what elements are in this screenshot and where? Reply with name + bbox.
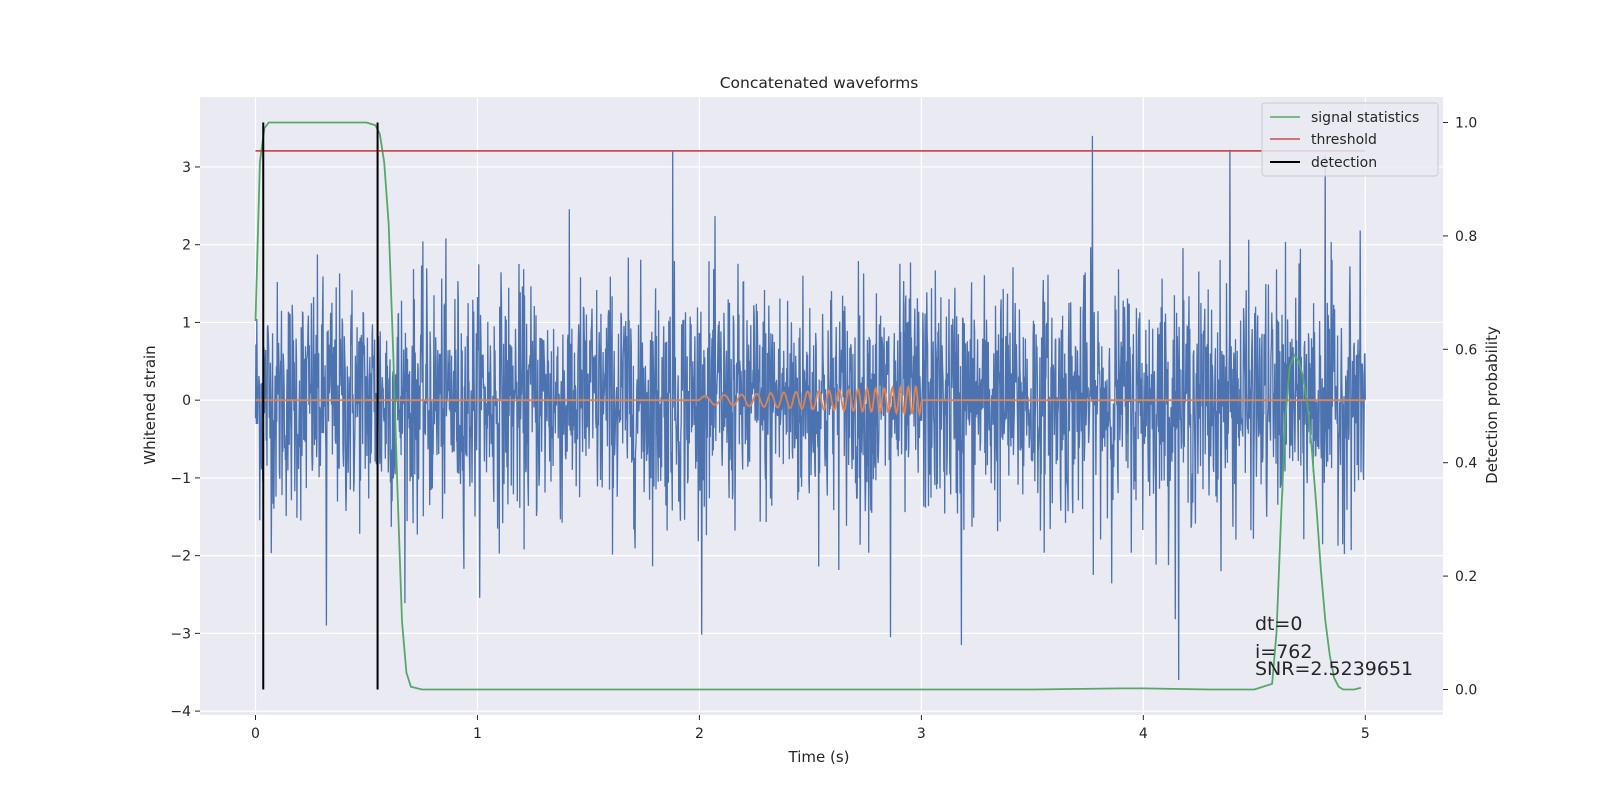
legend-label-signal-statistics: signal statistics: [1311, 110, 1419, 126]
y-tick-label-right-5: 1.0: [1455, 116, 1477, 132]
x-tick-label-2: 2: [695, 726, 704, 742]
signal-statistics-line: [254, 121, 1362, 691]
y-tick-label-right-1: 0.2: [1455, 569, 1477, 585]
legend: signal statistics threshold detection: [1261, 102, 1439, 177]
y-axis-label-right: Detection probability: [1483, 326, 1501, 484]
y-tick-label-left-5: 1: [182, 315, 191, 331]
y-tick-label-right-0: 0.0: [1455, 682, 1477, 698]
x-tick-label-0: 0: [251, 726, 260, 742]
right-axis-series: [254, 121, 1366, 691]
x-tick-label-1: 1: [473, 726, 482, 742]
y-tick-label-left-7: 3: [182, 160, 191, 176]
y-axis-label: Whitened strain: [141, 345, 159, 464]
y-tick-label-left-4: 0: [182, 393, 191, 409]
y-tick-label-right-2: 0.4: [1455, 456, 1477, 472]
y-tick-label-left-0: −4: [170, 704, 191, 720]
y-tick-label-left-1: −3: [170, 626, 191, 642]
x-axis-label: Time (s): [788, 748, 850, 766]
y-tick-label-left-3: −1: [170, 471, 191, 487]
x-tick-label-5: 5: [1361, 726, 1370, 742]
x-tick-label-3: 3: [917, 726, 926, 742]
chart-title: Concatenated waveforms: [720, 74, 919, 92]
strain-series: [254, 135, 1366, 681]
template-series: [255, 384, 1366, 418]
ticks: 0 1 2 3 4 5 −4 −3 −2 −1 0 1 2 3 0.0 0.2 0.4 0.6 0.8 1.0: [170, 116, 1477, 742]
y-tick-label-right-4: 0.8: [1455, 229, 1477, 245]
legend-box: [1261, 102, 1439, 177]
template-line: [255, 384, 1366, 418]
annotation-index: i=762: [1255, 641, 1312, 663]
x-tick-label-4: 4: [1139, 726, 1148, 742]
y-tick-label-right-3: 0.6: [1455, 342, 1477, 358]
y-tick-label-left-6: 2: [182, 238, 191, 254]
y-tick-label-left-2: −2: [170, 549, 191, 565]
annotation-dt: dt=0: [1255, 613, 1303, 635]
annotation-snr: SNR=2.5239651: [1255, 658, 1413, 680]
legend-label-threshold: threshold: [1311, 132, 1377, 148]
legend-label-detection: detection: [1311, 155, 1377, 171]
annotations: dt=0 i=762 SNR=2.5239651: [1255, 613, 1413, 680]
strain-line: [254, 135, 1366, 681]
